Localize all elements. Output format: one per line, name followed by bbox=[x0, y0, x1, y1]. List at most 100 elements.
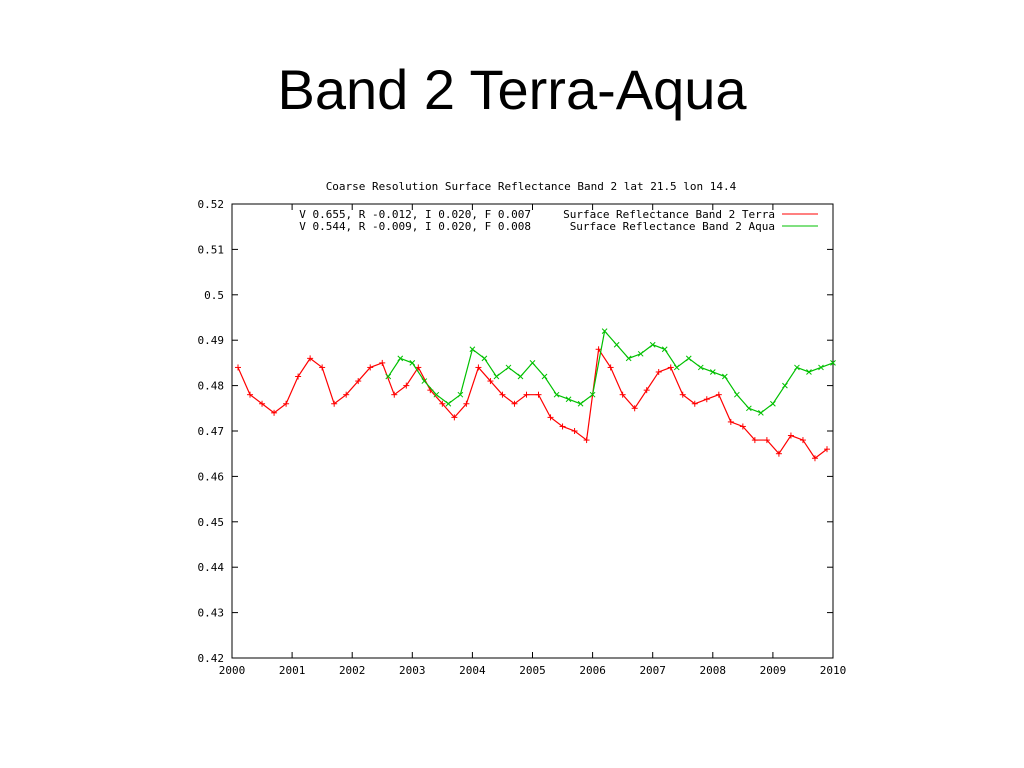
chart-title: Coarse Resolution Surface Reflectance Ba… bbox=[326, 180, 737, 193]
terra-data-point bbox=[583, 437, 590, 444]
aqua-data-point bbox=[493, 373, 500, 380]
terra-data-point bbox=[283, 400, 290, 407]
x-tick-label: 2003 bbox=[399, 664, 426, 677]
terra-data-point bbox=[499, 391, 506, 398]
aqua-data-point bbox=[505, 364, 512, 371]
aqua-data-point bbox=[625, 355, 632, 362]
terra-data-point bbox=[799, 437, 806, 444]
legend-terra-name: Surface Reflectance Band 2 Terra bbox=[563, 208, 775, 221]
aqua-data-point bbox=[517, 373, 524, 380]
aqua-data-point bbox=[589, 391, 596, 398]
terra-data-point bbox=[235, 364, 242, 371]
legend-aqua-stats: V 0.544, R -0.009, I 0.020, F 0.008 bbox=[299, 220, 531, 233]
slide-title: Band 2 Terra-Aqua bbox=[277, 58, 747, 121]
x-tick-label: 2008 bbox=[700, 664, 727, 677]
aqua-data-point bbox=[481, 355, 488, 362]
y-tick-label: 0.49 bbox=[198, 334, 225, 347]
terra-data-point bbox=[343, 391, 350, 398]
x-tick-label: 2000 bbox=[219, 664, 246, 677]
terra-data-point bbox=[319, 364, 326, 371]
aqua-data-point bbox=[637, 350, 644, 357]
terra-data-point bbox=[331, 400, 338, 407]
terra-data-point bbox=[403, 382, 410, 389]
x-tick-label: 2004 bbox=[459, 664, 486, 677]
terra-data-point bbox=[379, 359, 386, 366]
series-layer bbox=[235, 328, 836, 462]
terra-data-point bbox=[415, 364, 422, 371]
terra-data-point bbox=[715, 391, 722, 398]
terra-data-point bbox=[439, 400, 446, 407]
aqua-data-point bbox=[733, 391, 740, 398]
x-tick-label: 2002 bbox=[339, 664, 366, 677]
terra-data-point bbox=[547, 414, 554, 421]
aqua-data-point bbox=[806, 369, 812, 375]
terra-data-point bbox=[463, 400, 470, 407]
x-tick-label: 2007 bbox=[639, 664, 666, 677]
aqua-data-point bbox=[577, 400, 584, 407]
terra-data-point bbox=[259, 400, 266, 407]
y-tick-label: 0.47 bbox=[198, 425, 225, 438]
aqua-data-point bbox=[565, 396, 572, 403]
terra-data-point bbox=[823, 446, 830, 453]
aqua-data-point bbox=[794, 364, 800, 371]
terra-data-point bbox=[679, 391, 686, 398]
axis-ticks: 2000 2001 2002 2003 2004 2005 2006 2007 2008 2009… bbox=[198, 198, 847, 677]
terra-data-point bbox=[787, 432, 794, 439]
terra-data-point bbox=[475, 364, 482, 371]
terra-data-point bbox=[355, 378, 362, 385]
terra-data-point bbox=[391, 391, 398, 398]
terra-data-point bbox=[811, 455, 818, 462]
x-tick-label: 2010 bbox=[820, 664, 847, 677]
terra-data-point bbox=[559, 423, 566, 430]
aqua-data-point bbox=[758, 409, 764, 416]
aqua-data-point bbox=[782, 382, 788, 389]
terra-data-point bbox=[295, 373, 302, 380]
terra-data-point bbox=[667, 364, 674, 371]
aqua-data-point bbox=[433, 391, 440, 398]
aqua-data-point bbox=[746, 405, 752, 412]
terra-data-point bbox=[367, 364, 374, 371]
aqua-data-point bbox=[397, 355, 404, 362]
terra-data-point bbox=[727, 418, 734, 425]
aqua-data-point bbox=[421, 378, 428, 384]
terra-data-point bbox=[607, 364, 614, 371]
x-tick-label: 2005 bbox=[519, 664, 546, 677]
aqua-data-point bbox=[721, 373, 728, 380]
aqua-data-point bbox=[469, 346, 476, 353]
aqua-series-line bbox=[387, 329, 834, 414]
aqua-data-point bbox=[770, 400, 776, 407]
terra-data-point bbox=[535, 391, 542, 398]
aqua-data-point bbox=[529, 360, 536, 366]
terra-data-point bbox=[691, 400, 698, 407]
legend: V 0.655, R -0.012, I 0.020, F 0.007 Surf… bbox=[299, 208, 818, 233]
y-tick-label: 0.5 bbox=[204, 289, 224, 302]
y-tick-label: 0.43 bbox=[198, 607, 225, 620]
y-tick-label: 0.48 bbox=[198, 380, 225, 393]
terra-data-point bbox=[775, 450, 782, 457]
terra-data-point bbox=[523, 391, 530, 398]
aqua-data-point bbox=[697, 364, 704, 371]
aqua-data-point bbox=[457, 391, 464, 398]
terra-data-point bbox=[703, 396, 710, 403]
y-tick-label: 0.45 bbox=[198, 516, 225, 529]
aqua-data-point bbox=[613, 341, 620, 348]
x-tick-label: 2009 bbox=[760, 664, 787, 677]
terra-data-point bbox=[619, 391, 626, 398]
aqua-data-point bbox=[685, 355, 692, 362]
aqua-data-point bbox=[385, 373, 392, 380]
terra-data-point bbox=[247, 391, 254, 398]
aqua-data-point bbox=[649, 341, 656, 348]
terra-data-point bbox=[307, 355, 314, 362]
terra-data-point bbox=[763, 437, 770, 444]
plot-frame bbox=[231, 203, 834, 659]
y-tick-label: 0.52 bbox=[198, 198, 225, 211]
legend-aqua-name: Surface Reflectance Band 2 Aqua bbox=[570, 220, 775, 233]
aqua-data-point bbox=[541, 373, 548, 380]
aqua-data-point bbox=[709, 369, 716, 375]
x-tick-label: 2006 bbox=[579, 664, 606, 677]
aqua-data-point bbox=[661, 346, 668, 353]
terra-data-point bbox=[751, 437, 758, 444]
terra-data-point bbox=[487, 378, 494, 385]
terra-data-point bbox=[511, 400, 518, 407]
aqua-data-point bbox=[818, 364, 824, 371]
